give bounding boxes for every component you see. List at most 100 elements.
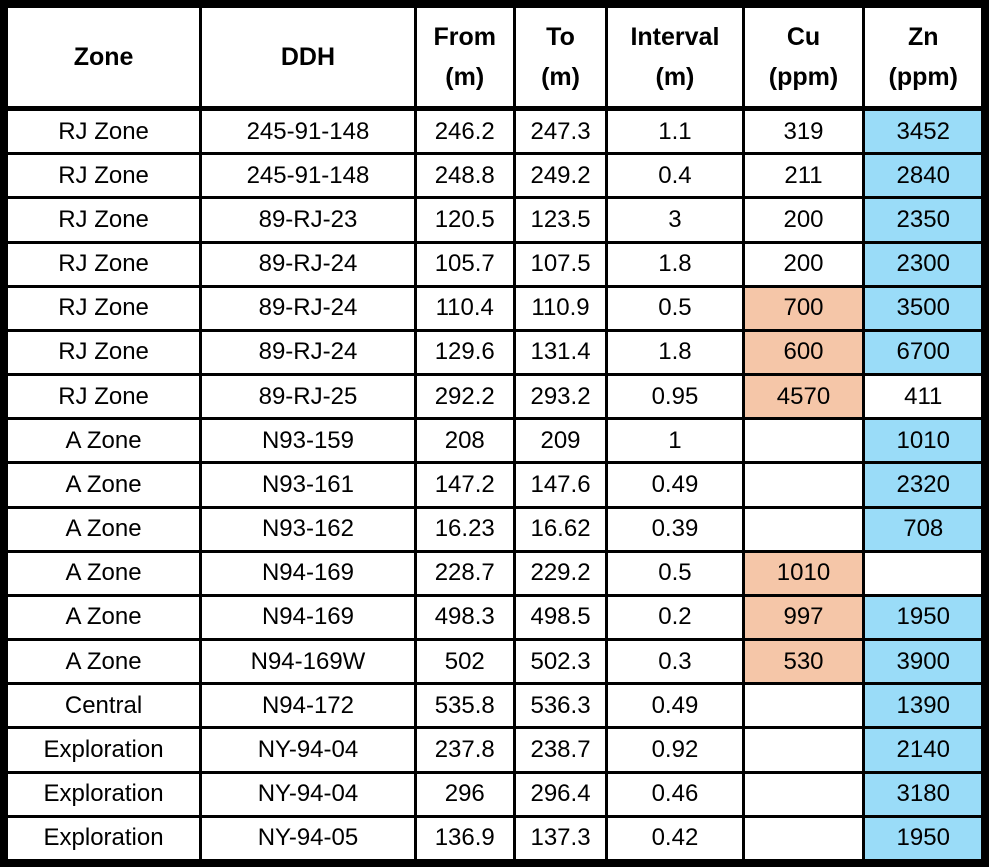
cell-to: 209 — [512, 417, 609, 465]
cell-to: 502.3 — [512, 638, 609, 686]
cell-cu — [741, 461, 866, 509]
table-row: A Zone N93-162 16.23 16.62 0.39 708 — [2, 505, 987, 553]
cell-to: 498.5 — [512, 593, 609, 642]
cell-zone: Central — [2, 682, 203, 730]
column-header-interval: Interval (m) — [605, 2, 745, 111]
cell-ddh: NY-94-04 — [199, 770, 417, 818]
cell-zn: 3180 — [862, 770, 987, 818]
cell-interval: 0.49 — [605, 682, 745, 730]
table-row: RJ Zone 245-91-148 246.2 247.3 1.1 319 3452 — [2, 106, 987, 156]
cell-cu: 997 — [741, 593, 866, 642]
cell-interval: 0.3 — [605, 638, 745, 686]
cell-zone: A Zone — [2, 417, 203, 465]
cell-zone: RJ Zone — [2, 284, 203, 332]
table-row: A Zone N94-169 498.3 498.5 0.2 997 1950 — [2, 593, 987, 642]
cell-ddh: N94-169 — [199, 593, 417, 642]
cell-from: 498.3 — [413, 593, 516, 642]
cell-from: 129.6 — [413, 328, 516, 377]
cell-ddh: 89-RJ-23 — [199, 196, 417, 244]
cell-zn: 2140 — [862, 726, 987, 774]
cell-from: 228.7 — [413, 549, 516, 597]
cell-cu — [741, 770, 866, 818]
cell-from: 292.2 — [413, 373, 516, 421]
cell-from: 136.9 — [413, 814, 516, 865]
cell-zn: 6700 — [862, 328, 987, 377]
cell-cu: 600 — [741, 328, 866, 377]
cell-to: 137.3 — [512, 814, 609, 865]
cell-to: 296.4 — [512, 770, 609, 818]
column-header-from: From (m) — [413, 2, 516, 111]
cell-zn: 2320 — [862, 461, 987, 509]
cell-to: 147.6 — [512, 461, 609, 509]
cell-ddh: N94-169 — [199, 549, 417, 597]
cell-zone: RJ Zone — [2, 240, 203, 288]
cell-ddh: NY-94-05 — [199, 814, 417, 865]
cell-ddh: 89-RJ-24 — [199, 328, 417, 377]
cell-interval: 1 — [605, 417, 745, 465]
cell-from: 147.2 — [413, 461, 516, 509]
cell-zone: RJ Zone — [2, 373, 203, 421]
cell-zn: 708 — [862, 505, 987, 553]
table-row: RJ Zone 245-91-148 248.8 249.2 0.4 211 2840 — [2, 152, 987, 200]
cell-interval: 3 — [605, 196, 745, 244]
cell-zone: RJ Zone — [2, 196, 203, 244]
cell-zone: RJ Zone — [2, 152, 203, 200]
cell-interval: 0.5 — [605, 284, 745, 332]
cell-ddh: 245-91-148 — [199, 106, 417, 156]
cell-interval: 0.4 — [605, 152, 745, 200]
cell-zone: A Zone — [2, 593, 203, 642]
cell-to: 131.4 — [512, 328, 609, 377]
table-row: Central N94-172 535.8 536.3 0.49 1390 — [2, 682, 987, 730]
cell-cu — [741, 682, 866, 730]
table-row: RJ Zone 89-RJ-24 129.6 131.4 1.8 600 6700 — [2, 328, 987, 377]
table-row: A Zone N94-169W 502 502.3 0.3 530 3900 — [2, 638, 987, 686]
cell-to: 249.2 — [512, 152, 609, 200]
cell-zone: A Zone — [2, 505, 203, 553]
cell-zone: RJ Zone — [2, 328, 203, 377]
table-row: Exploration NY-94-05 136.9 137.3 0.42 1950 — [2, 814, 987, 865]
cell-zn: 411 — [862, 373, 987, 421]
cell-from: 105.7 — [413, 240, 516, 288]
cell-ddh: 89-RJ-24 — [199, 284, 417, 332]
cell-to: 536.3 — [512, 682, 609, 730]
cell-zone: A Zone — [2, 638, 203, 686]
cell-cu — [741, 726, 866, 774]
cell-cu: 200 — [741, 196, 866, 244]
cell-zone: RJ Zone — [2, 106, 203, 156]
cell-zone: A Zone — [2, 549, 203, 597]
cell-cu: 530 — [741, 638, 866, 686]
cell-zone: Exploration — [2, 726, 203, 774]
cell-ddh: NY-94-04 — [199, 726, 417, 774]
cell-interval: 0.49 — [605, 461, 745, 509]
cell-from: 502 — [413, 638, 516, 686]
cell-cu: 319 — [741, 106, 866, 156]
cell-cu: 211 — [741, 152, 866, 200]
cell-from: 535.8 — [413, 682, 516, 730]
cell-interval: 0.2 — [605, 593, 745, 642]
cell-to: 247.3 — [512, 106, 609, 156]
cell-from: 246.2 — [413, 106, 516, 156]
table-row: A Zone N93-159 208 209 1 1010 — [2, 417, 987, 465]
cell-zn: 3500 — [862, 284, 987, 332]
cell-ddh: N93-162 — [199, 505, 417, 553]
table-row: RJ Zone 89-RJ-23 120.5 123.5 3 200 2350 — [2, 196, 987, 244]
cell-zn: 1950 — [862, 814, 987, 865]
cell-ddh: 89-RJ-25 — [199, 373, 417, 421]
header-row: Zone DDH From (m) To (m) Interval (m) Cu (ppm… — [2, 2, 987, 111]
table-row: Exploration NY-94-04 296 296.4 0.46 3180 — [2, 770, 987, 818]
cell-ddh: N94-169W — [199, 638, 417, 686]
cell-from: 110.4 — [413, 284, 516, 332]
cell-zn: 2840 — [862, 152, 987, 200]
cell-to: 16.62 — [512, 505, 609, 553]
cell-to: 107.5 — [512, 240, 609, 288]
cell-ddh: 89-RJ-24 — [199, 240, 417, 288]
cell-from: 208 — [413, 417, 516, 465]
cell-interval: 1.8 — [605, 240, 745, 288]
cell-zone: Exploration — [2, 814, 203, 865]
cell-to: 293.2 — [512, 373, 609, 421]
cell-ddh: N93-159 — [199, 417, 417, 465]
cell-from: 120.5 — [413, 196, 516, 244]
cell-ddh: N93-161 — [199, 461, 417, 509]
cell-to: 238.7 — [512, 726, 609, 774]
